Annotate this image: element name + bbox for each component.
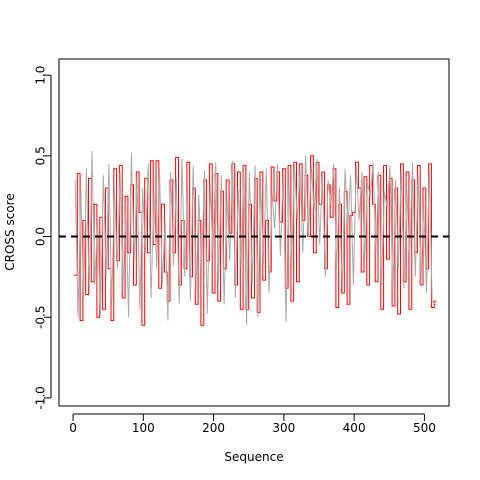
x-tick-label: 500 — [413, 421, 436, 435]
series-line-2 — [74, 150, 438, 326]
y-tick-label: -0.5 — [34, 306, 48, 329]
y-tick-label: -1.0 — [34, 386, 48, 409]
axis-layer: 0 100 200 300 400 500 -1.0 -0.5 0.0 0.5 1.0 — [34, 66, 436, 435]
x-tick-label: 0 — [69, 421, 77, 435]
x-tick-label: 100 — [132, 421, 155, 435]
y-tick-label: 0.5 — [34, 146, 48, 165]
y-tick-label: 0.0 — [34, 227, 48, 246]
plot-frame — [58, 58, 450, 407]
x-axis-label: Sequence — [224, 450, 283, 464]
x-tick-label: 300 — [272, 421, 295, 435]
x-tick-label: 400 — [343, 421, 366, 435]
y-axis-label: CROSS score — [3, 193, 17, 270]
x-tick-label: 200 — [202, 421, 225, 435]
series-layer — [73, 150, 438, 326]
y-tick-label: 1.0 — [34, 66, 48, 85]
